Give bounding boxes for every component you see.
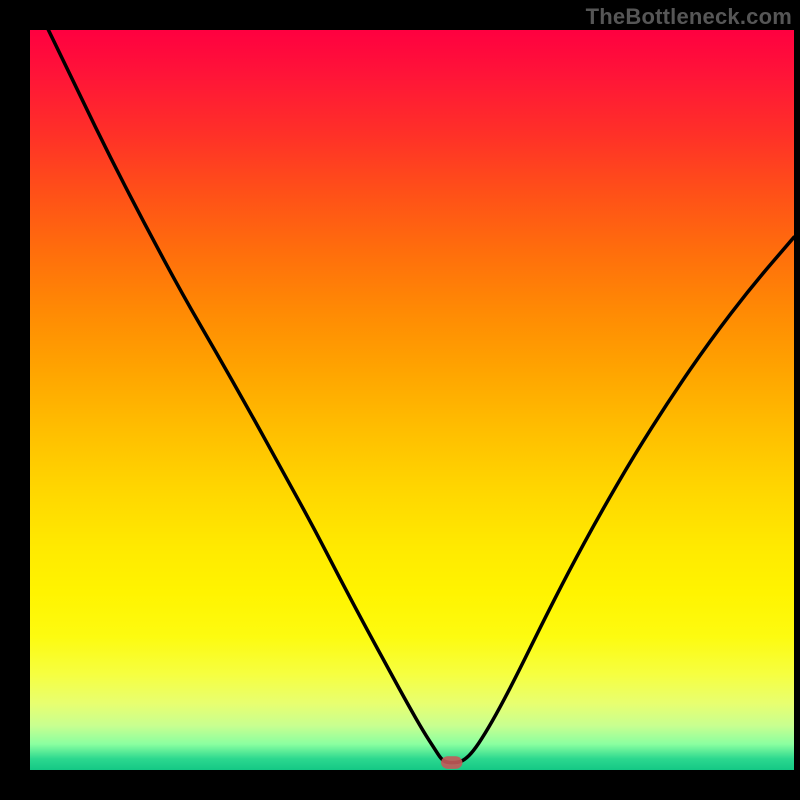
gradient-plot-area [30, 30, 794, 770]
watermark-label: TheBottleneck.com [586, 4, 792, 30]
chart-stage: TheBottleneck.com [0, 0, 800, 800]
valley-marker [441, 756, 462, 769]
chart-svg [0, 0, 800, 800]
